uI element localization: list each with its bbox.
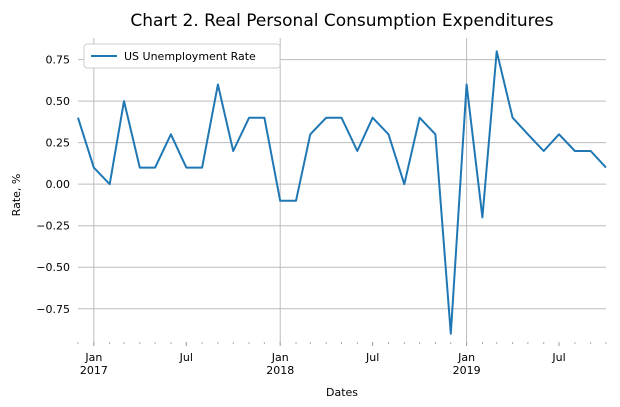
y-tick-label: 0.50 <box>46 95 71 108</box>
series-line <box>77 50 607 335</box>
x-tick-label: Jul <box>551 351 565 364</box>
y-tick-label: −0.25 <box>36 220 70 233</box>
legend: US Unemployment Rate <box>83 43 281 69</box>
x-tick-label: Jan <box>457 351 475 364</box>
legend-label: US Unemployment Rate <box>124 50 256 63</box>
x-tick-label: Jul <box>365 351 379 364</box>
grid <box>78 38 606 342</box>
x-tick-label: Jan <box>84 351 102 364</box>
y-tick-label: 0.25 <box>46 137 71 150</box>
y-tick-label: −0.50 <box>36 261 70 274</box>
x-tick-label: Jul <box>179 351 193 364</box>
y-tick-label: −0.75 <box>36 303 70 316</box>
chart-title: Chart 2. Real Personal Consumption Expen… <box>130 11 553 31</box>
x-tick-year-label: 2017 <box>80 364 108 377</box>
y-tick-label: 0.75 <box>46 54 71 67</box>
y-axis-ticks: −0.75 −0.50 −0.25 0.00 0.25 0.50 0.75 <box>36 54 70 316</box>
series-layer <box>77 50 607 335</box>
y-tick-label: 0.00 <box>46 178 71 191</box>
x-tick-label: Jan <box>271 351 289 364</box>
y-axis-label: Rate, % <box>10 174 23 217</box>
x-axis-label: Dates <box>326 386 358 399</box>
x-tick-year-label: 2019 <box>453 364 481 377</box>
legend-box <box>83 43 281 69</box>
x-tick-year-label: 2018 <box>266 364 294 377</box>
